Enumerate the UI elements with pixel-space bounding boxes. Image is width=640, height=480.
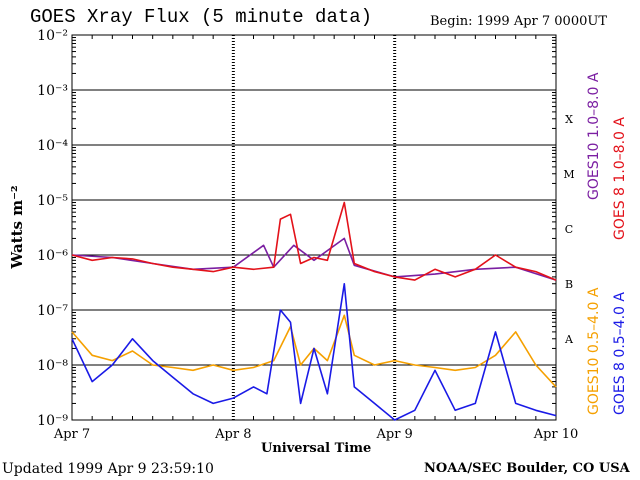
x-tick-label: Apr 8 <box>214 427 251 442</box>
x-tick-label: Apr 9 <box>376 427 413 442</box>
y-tick-label: 10⁻³ <box>37 83 68 99</box>
x-tick-label: Apr 7 <box>53 427 90 442</box>
credit-text: NOAA/SEC Boulder, CO USA <box>424 461 630 476</box>
flare-class-label: X <box>565 113 573 126</box>
y-tick-label: 10⁻⁴ <box>37 138 68 154</box>
series-line-3 <box>71 283 557 421</box>
series-line-1 <box>71 201 557 281</box>
begin-time: Begin: 1999 Apr 7 0000UT <box>430 14 607 29</box>
y-tick-label: 10⁻⁷ <box>37 303 68 319</box>
flare-class-label: M <box>563 168 574 181</box>
updated-timestamp: Updated 1999 Apr 9 23:59:10 <box>2 461 214 477</box>
y-tick-label: 10⁻⁵ <box>37 193 68 209</box>
x-axis-label: Universal Time <box>261 441 372 456</box>
flare-class-label: A <box>564 333 574 346</box>
flare-class-label: C <box>565 223 573 236</box>
chart-title: GOES Xray Flux (5 minute data) <box>30 6 373 28</box>
legend-entry: GOES10 0.5–4.0 A <box>586 287 602 415</box>
y-tick-label: 10⁻⁹ <box>37 413 68 429</box>
y-tick-label: 10⁻⁸ <box>37 358 68 374</box>
x-tick-label: Apr 10 <box>533 427 579 442</box>
y-tick-label: 10⁻⁶ <box>37 248 68 264</box>
flare-class-label: B <box>565 278 573 291</box>
legend-entry: GOES 8 0.5–4.0 A <box>612 292 628 415</box>
legend-entry: GOES 8 1.0–8.0 A <box>612 117 628 240</box>
series-line-0 <box>71 237 557 281</box>
y-axis-label: Watts m⁻² <box>8 185 26 269</box>
legend-entry: GOES10 1.0–8.0 A <box>586 72 602 200</box>
y-tick-label: 10⁻² <box>37 28 68 44</box>
